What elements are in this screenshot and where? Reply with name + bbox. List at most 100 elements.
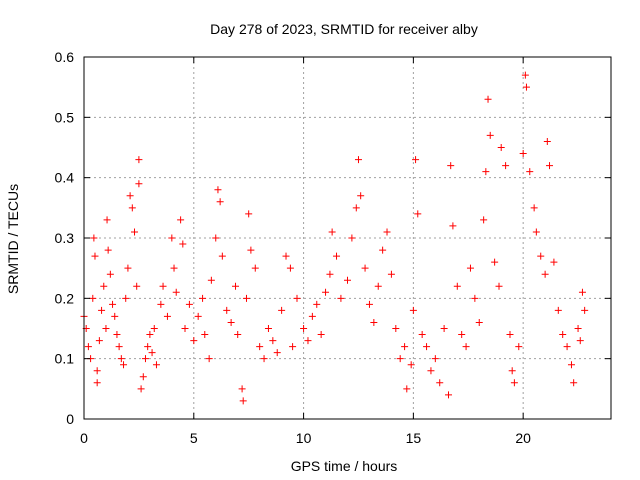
data-point	[289, 343, 297, 351]
data-point	[135, 180, 143, 188]
data-point	[423, 343, 431, 351]
data-point	[352, 204, 360, 212]
x-tick-label: 15	[406, 430, 422, 446]
data-point	[322, 288, 330, 296]
data-point	[133, 282, 141, 290]
data-point	[242, 294, 250, 302]
data-point	[179, 240, 187, 248]
data-point	[103, 216, 111, 224]
data-point	[223, 306, 231, 314]
data-point	[508, 367, 516, 375]
data-point	[117, 355, 125, 363]
data-point	[427, 367, 435, 375]
data-point	[157, 300, 165, 308]
data-point	[152, 361, 160, 369]
data-point	[163, 312, 171, 320]
y-axis-title: SRMTID / TECUs	[5, 184, 21, 294]
data-point	[91, 252, 99, 260]
data-point	[109, 300, 117, 308]
data-point	[497, 144, 505, 151]
data-point	[139, 373, 147, 381]
data-points	[80, 71, 589, 405]
chart-title: Day 278 of 2023, SRMTID for receiver alb…	[210, 21, 478, 37]
y-tick-label: 0.3	[55, 230, 75, 246]
data-point	[245, 210, 253, 218]
data-point	[100, 282, 108, 290]
data-point	[207, 276, 215, 284]
x-tick-label: 5	[190, 430, 198, 446]
data-point	[201, 331, 209, 339]
data-point	[466, 264, 474, 272]
data-point	[554, 306, 562, 314]
data-point	[278, 306, 286, 314]
data-point	[172, 288, 180, 296]
data-point	[515, 343, 523, 351]
data-point	[480, 216, 488, 224]
data-point	[239, 397, 247, 405]
data-point	[168, 234, 176, 242]
data-point	[247, 246, 255, 254]
data-point	[370, 318, 378, 326]
data-point	[251, 264, 259, 272]
data-point	[273, 349, 281, 357]
data-point	[144, 343, 152, 351]
data-point	[348, 234, 356, 242]
data-point	[150, 325, 158, 332]
data-point	[401, 343, 409, 351]
data-point	[365, 300, 373, 308]
data-point	[344, 276, 351, 284]
data-point	[93, 379, 101, 387]
grid-layer	[84, 57, 611, 419]
data-point	[148, 349, 156, 357]
data-point	[115, 343, 123, 351]
data-point	[570, 379, 578, 387]
data-point	[238, 385, 246, 393]
data-point	[337, 294, 345, 302]
data-point	[146, 331, 154, 339]
data-point	[409, 306, 417, 314]
data-point	[185, 300, 193, 308]
data-point	[521, 71, 529, 79]
data-point	[392, 325, 400, 332]
data-point	[317, 331, 325, 339]
data-point	[308, 312, 316, 320]
data-point	[414, 210, 422, 218]
data-point	[177, 216, 185, 224]
data-point	[379, 246, 387, 254]
data-point	[218, 252, 226, 260]
data-point	[159, 282, 167, 290]
y-tick-label: 0	[66, 411, 74, 427]
y-tick-label: 0.1	[55, 351, 75, 367]
data-point	[445, 391, 453, 399]
data-point	[106, 270, 114, 278]
data-point	[482, 168, 490, 176]
axis-ticks	[83, 56, 611, 420]
data-point	[256, 343, 264, 351]
data-point	[396, 355, 404, 363]
data-point	[546, 162, 554, 170]
data-point	[506, 331, 514, 339]
data-point	[95, 337, 103, 345]
data-point	[293, 294, 301, 302]
data-point	[104, 246, 112, 254]
data-point	[328, 228, 336, 236]
data-point	[286, 264, 294, 272]
y-tick-label: 0.2	[55, 290, 75, 306]
data-point	[578, 288, 586, 296]
data-point	[407, 361, 415, 369]
data-point	[199, 294, 207, 302]
data-point	[128, 204, 136, 212]
data-point	[181, 325, 189, 332]
data-point	[559, 331, 567, 339]
data-point	[403, 385, 411, 393]
data-point	[214, 186, 222, 194]
plot-frame	[83, 56, 612, 420]
data-point	[194, 312, 202, 320]
x-tick-label: 0	[80, 430, 88, 446]
data-point	[212, 234, 220, 242]
data-point	[576, 337, 584, 345]
data-point	[216, 198, 224, 206]
data-point	[122, 294, 130, 302]
data-point	[361, 264, 369, 272]
data-point	[543, 137, 551, 145]
